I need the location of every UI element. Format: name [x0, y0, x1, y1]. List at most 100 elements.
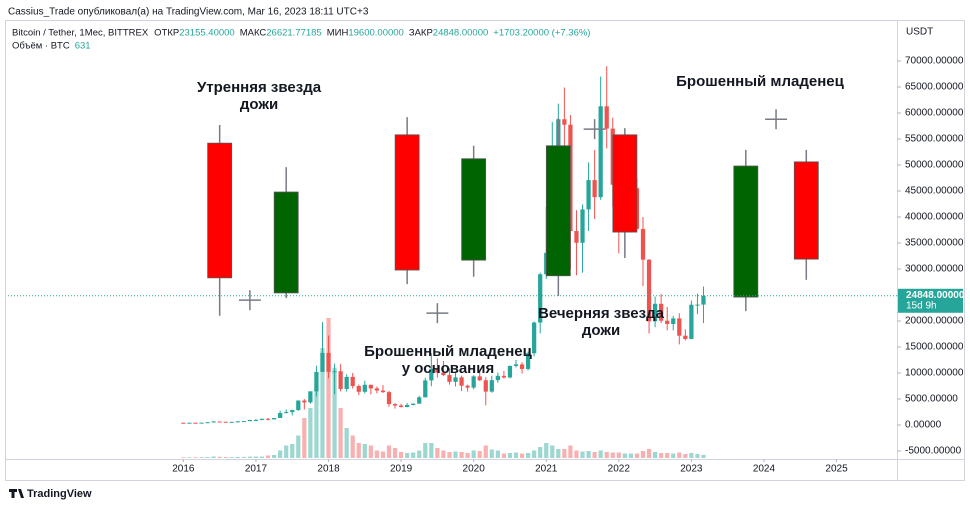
- frame: [5, 20, 965, 481]
- candle-body: [695, 304, 700, 306]
- candle-body: [417, 397, 422, 404]
- volume-bar: [598, 450, 603, 458]
- candle-body: [501, 375, 507, 378]
- candle-body: [525, 353, 531, 369]
- legend-value: 24848.00000: [433, 28, 488, 39]
- symbol: Bitcoin / Tether, 1Мес, BITTREX: [12, 28, 149, 39]
- candle-body: [241, 421, 246, 423]
- y-tick-label: 35000.00000: [905, 238, 964, 249]
- volume-bar: [483, 445, 488, 458]
- volume-bar: [519, 453, 525, 458]
- footer-brand: TradingView: [27, 488, 92, 500]
- candle-body: [338, 371, 343, 389]
- volume-bar: [477, 451, 482, 458]
- x-tick-label: 2025: [825, 464, 848, 475]
- y-tick-label: 45000.00000: [905, 186, 964, 197]
- volume-bar: [217, 456, 222, 458]
- volume-bar: [429, 443, 434, 458]
- candle-body: [314, 371, 319, 392]
- candle-body: [652, 303, 658, 322]
- y-tick-label: 50000.00000: [905, 160, 964, 171]
- currency: USDT: [906, 27, 933, 38]
- candle-body: [211, 421, 216, 423]
- y-tick-label: 20000.00000: [905, 316, 964, 327]
- volume-bar: [211, 456, 216, 458]
- candle-body: [489, 380, 494, 392]
- candle-body: [562, 119, 567, 125]
- candle-body: [253, 419, 259, 421]
- volume-bar: [308, 408, 313, 458]
- y-tick-label: 65000.00000: [905, 82, 964, 93]
- volume-bar: [628, 453, 634, 458]
- volume-bar: [652, 452, 658, 458]
- candle-body: [386, 392, 392, 405]
- candle-body: [326, 352, 331, 372]
- volume-bar: [350, 435, 355, 458]
- volume-bar: [247, 456, 253, 458]
- candle-body: [187, 422, 192, 424]
- candle-body: [423, 380, 428, 398]
- volume-bar: [507, 453, 513, 458]
- candle-body: [205, 422, 210, 424]
- volume-bar: [259, 456, 265, 458]
- candle-body: [392, 404, 398, 406]
- y-tick-label: 15000.00000: [905, 342, 964, 353]
- volume-bar: [556, 449, 561, 458]
- volume-bar: [423, 443, 428, 458]
- volume-bar: [622, 453, 627, 458]
- candle-body: [259, 418, 265, 420]
- annotation: Брошенный младенец: [676, 73, 845, 90]
- volume-bar: [646, 449, 652, 458]
- drawing-body: [612, 134, 638, 233]
- volume-bar: [296, 435, 301, 458]
- legend-label: ЗАКР: [409, 28, 433, 39]
- candle-body: [683, 335, 688, 339]
- volume-bar: [574, 450, 579, 458]
- candle-body: [199, 422, 204, 424]
- candle-body: [223, 421, 228, 423]
- candle-body: [302, 400, 307, 403]
- candle-body: [368, 384, 373, 389]
- candle-body: [465, 385, 470, 388]
- y-tick-label: 5000.00000: [905, 394, 958, 405]
- y-tick-label: 0.00000: [905, 420, 942, 431]
- candle-body: [441, 372, 446, 376]
- candle-body: [290, 410, 295, 413]
- volume-bar: [459, 452, 464, 458]
- volume-bar: [326, 318, 331, 458]
- candle-body: [671, 318, 676, 324]
- volume-bar: [241, 456, 246, 458]
- volume-bar: [392, 448, 398, 458]
- volume-bar: [568, 445, 573, 458]
- volume-bar: [271, 455, 277, 458]
- footer-logo: [9, 489, 24, 498]
- legend-label: МАКС: [240, 28, 267, 39]
- volume-bar: [580, 451, 585, 458]
- volume-bar: [181, 457, 186, 458]
- volume-bar: [380, 451, 386, 458]
- volume-bar: [223, 457, 228, 458]
- candle-body: [405, 404, 410, 407]
- candle-body: [513, 364, 519, 366]
- volume-bar: [398, 452, 404, 458]
- x-tick-label: 2016: [172, 464, 195, 475]
- candle-body: [471, 376, 476, 388]
- volume-bar: [538, 447, 543, 458]
- volume-bar: [604, 452, 609, 458]
- candle-body: [332, 371, 337, 373]
- volume-bar: [592, 452, 597, 458]
- y-tick-label: 70000.00000: [905, 56, 964, 67]
- volume-bar: [640, 451, 646, 458]
- y-tick-label: -5000.00000: [905, 446, 962, 457]
- volume-bar: [314, 383, 319, 458]
- candle-body: [247, 419, 253, 422]
- volume-bar: [253, 456, 259, 458]
- candle-body: [598, 106, 603, 198]
- legend-label: ОТКР: [154, 28, 179, 39]
- volume-bar: [417, 450, 422, 458]
- candle-body: [665, 320, 670, 324]
- volume-bar: [525, 453, 531, 458]
- volume-bar: [405, 453, 410, 458]
- volume-bar: [199, 457, 204, 458]
- candle-body: [193, 422, 198, 424]
